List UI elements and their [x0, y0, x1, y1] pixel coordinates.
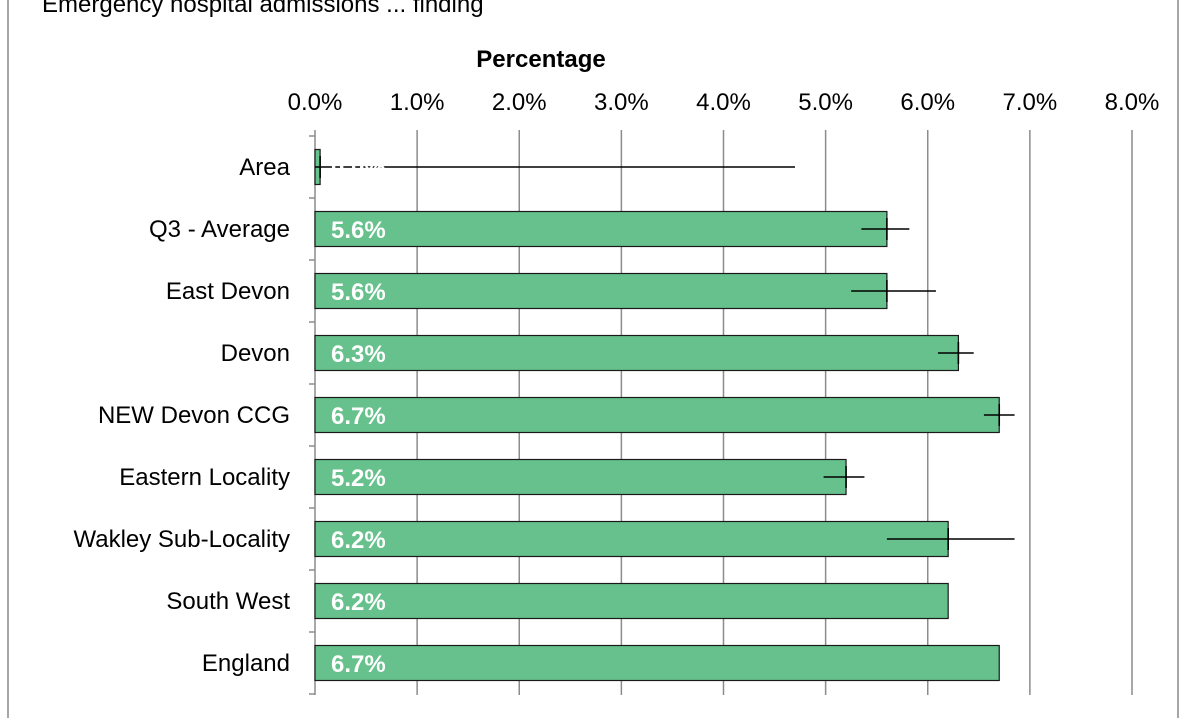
data-label: 5.6%	[331, 217, 386, 244]
bar	[314, 458, 847, 496]
data-labels: 0.0% 5.6% 5.6% 6.3% 6.7% 5.2% 6.2% 6.2% 6.7%	[331, 155, 386, 678]
x-tick-label: 2.0%	[492, 89, 547, 116]
category-labels: Area Q3 - Average East Devon Devon NEW Devon…	[73, 154, 290, 677]
data-label: 5.6%	[331, 279, 386, 306]
category-label: England	[202, 650, 290, 677]
bar	[314, 334, 959, 372]
category-label: NEW Devon CCG	[98, 402, 290, 429]
bar	[314, 582, 949, 620]
x-tick-label: 4.0%	[696, 89, 751, 116]
x-tick-label: 5.0%	[798, 89, 853, 116]
x-tick-label: 7.0%	[1003, 89, 1058, 116]
category-label: Wakley Sub-Locality	[73, 526, 290, 553]
x-axis-title: Percentage	[476, 46, 605, 73]
data-label: 5.2%	[331, 465, 386, 492]
data-label: 0.0%	[331, 155, 386, 182]
x-tick-label: 0.0%	[288, 89, 343, 116]
category-label: Eastern Locality	[119, 464, 290, 491]
bar	[314, 272, 888, 310]
category-label: East Devon	[166, 278, 290, 305]
bar	[314, 210, 888, 248]
category-label: Area	[239, 154, 290, 181]
bar	[314, 644, 1000, 682]
data-label: 6.2%	[331, 589, 386, 616]
category-label: Devon	[221, 340, 290, 367]
bar	[314, 396, 1000, 434]
x-tick-label: 8.0%	[1105, 89, 1160, 116]
data-label: 6.2%	[331, 527, 386, 554]
category-label: South West	[166, 588, 290, 615]
category-label: Q3 - Average	[149, 216, 290, 243]
x-tick-label: 1.0%	[390, 89, 445, 116]
data-label: 6.7%	[331, 403, 386, 430]
data-label: 6.7%	[331, 651, 386, 678]
x-tick-label: 6.0%	[900, 89, 955, 116]
x-tick-labels: 0.0% 1.0% 2.0% 3.0% 4.0% 5.0% 6.0% 7.0% 8.0%	[288, 89, 1160, 116]
x-tick-label: 3.0%	[594, 89, 649, 116]
data-label: 6.3%	[331, 341, 386, 368]
bar	[314, 520, 949, 558]
chart-title: Emergency hospital admissions ... findin…	[42, 0, 484, 18]
error-bars	[315, 156, 1015, 550]
